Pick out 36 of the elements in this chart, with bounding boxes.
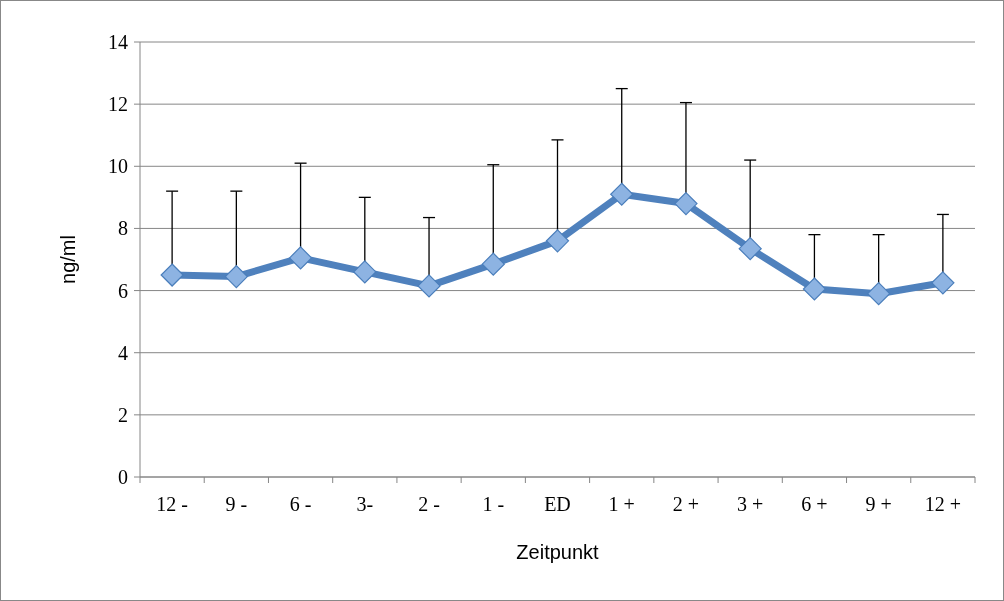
x-tick-label: 1 + xyxy=(608,493,635,515)
y-tick-label: 4 xyxy=(118,341,128,364)
x-axis-title: Zeitpunkt xyxy=(516,541,600,563)
y-tick-label: 2 xyxy=(118,403,128,426)
x-tick-label: 6 + xyxy=(801,493,828,515)
point xyxy=(160,263,184,287)
x-tick-label: 12 + xyxy=(924,493,962,515)
point xyxy=(545,229,570,253)
point xyxy=(610,182,634,206)
y-axis-title: ng/ml xyxy=(57,235,79,284)
y-tick-label: 0 xyxy=(118,466,128,488)
x-tick-label: 3 + xyxy=(737,493,764,515)
x-tick-label: 2 + xyxy=(672,493,700,515)
x-tick-label: ED xyxy=(544,493,571,515)
point xyxy=(417,274,441,298)
x-tick-label: 9 - xyxy=(225,493,248,515)
y-tick-label: 10 xyxy=(108,155,128,178)
y-tick-label: 12 xyxy=(108,93,128,116)
point xyxy=(674,191,698,216)
x-tick-label: 1 - xyxy=(482,493,505,515)
point xyxy=(931,271,955,295)
point xyxy=(802,277,827,301)
x-tick-label: 3- xyxy=(356,493,374,515)
x-tick-label: 12 - xyxy=(156,493,188,515)
point xyxy=(224,264,248,289)
point xyxy=(867,282,891,306)
x-tick-label: 2 - xyxy=(418,493,440,515)
point xyxy=(738,237,762,261)
point xyxy=(288,246,313,270)
point xyxy=(481,252,505,276)
x-tick-label: 6 - xyxy=(289,493,312,515)
x-tick-label: 9 + xyxy=(865,493,892,515)
y-tick-label: 8 xyxy=(118,217,128,240)
y-tick-label: 6 xyxy=(118,279,128,302)
y-tick-label: 14 xyxy=(108,31,128,53)
point xyxy=(353,260,377,284)
